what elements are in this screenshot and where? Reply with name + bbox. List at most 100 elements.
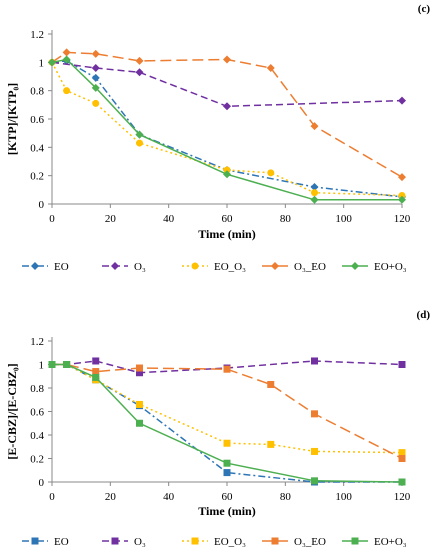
legend-marker xyxy=(351,537,359,545)
data-point xyxy=(311,357,318,365)
legend-label: EO xyxy=(54,536,69,548)
y-tick-label: 1 xyxy=(39,360,45,372)
data-point xyxy=(136,419,143,427)
series-4 xyxy=(48,361,406,486)
legend-marker xyxy=(271,537,279,545)
data-point xyxy=(267,380,275,388)
legend-label: EO+O₃ xyxy=(374,536,407,548)
data-point xyxy=(267,440,275,448)
data-point xyxy=(48,58,56,67)
x-tick-label: 0 xyxy=(49,491,55,503)
legend-marker xyxy=(271,262,279,270)
legend-marker xyxy=(111,537,119,545)
series-0 xyxy=(48,361,406,486)
data-point xyxy=(135,68,144,77)
legend-marker xyxy=(31,262,39,270)
x-tick-label: 0 xyxy=(49,213,55,225)
y-tick-label: 1.2 xyxy=(30,29,44,41)
data-point xyxy=(91,64,100,72)
legend: EO O₃ EO_O₃ O₃_EO EO+O₃ xyxy=(22,261,407,273)
y-tick-label: 0.8 xyxy=(30,86,44,98)
x-tick-label: 100 xyxy=(335,213,352,225)
series-2 xyxy=(48,58,406,199)
data-point xyxy=(398,361,406,368)
x-tick-label: 60 xyxy=(222,213,234,225)
y-tick-label: 1.2 xyxy=(30,336,44,348)
data-point xyxy=(223,170,231,179)
x-tick-label: 20 xyxy=(105,213,117,225)
data-point xyxy=(311,410,318,418)
x-tick-label: 60 xyxy=(222,491,234,503)
data-point xyxy=(311,447,318,455)
x-tick-label: 120 xyxy=(394,213,411,225)
data-point xyxy=(398,192,406,199)
data-point xyxy=(310,122,319,131)
data-point xyxy=(92,357,100,365)
y-tick-label: 0.8 xyxy=(30,383,44,395)
x-tick-label: 100 xyxy=(335,491,352,503)
series-line xyxy=(51,58,402,201)
data-point xyxy=(223,459,231,467)
x-axis-title: Time (min) xyxy=(198,227,255,241)
series-line xyxy=(52,363,403,460)
data-point xyxy=(398,195,406,204)
series-0 xyxy=(48,56,406,201)
legend-label: O₃_EO xyxy=(294,261,326,273)
y-tick-label: 0.4 xyxy=(30,142,44,154)
panel-label: (c) xyxy=(418,3,431,15)
data-point xyxy=(223,469,231,477)
x-tick-label: 20 xyxy=(105,491,117,503)
data-point xyxy=(398,455,406,462)
y-tick-label: 0.4 xyxy=(30,430,44,442)
y-tick-label: 0.2 xyxy=(30,171,44,183)
legend-label: EO+O₃ xyxy=(374,261,407,273)
data-point xyxy=(135,56,144,65)
series-2 xyxy=(48,361,406,457)
data-point xyxy=(92,99,100,107)
data-point xyxy=(91,83,100,92)
series-3 xyxy=(48,361,406,462)
legend-marker xyxy=(191,537,199,545)
x-tick-label: 80 xyxy=(280,491,292,503)
y-axis-title: [KTP]/[KTP₀] xyxy=(5,83,19,155)
data-point xyxy=(91,73,100,82)
x-tick-label: 40 xyxy=(163,213,175,225)
chart-panel-0: 0 0.2 0.4 0.6 0.8 1 1.2 0 20 40 60 80 100 120 Time (mi… xyxy=(5,3,430,273)
y-tick-label: 0 xyxy=(39,477,45,489)
data-point xyxy=(62,55,71,64)
data-point xyxy=(398,478,406,486)
data-point xyxy=(63,87,71,95)
data-point xyxy=(311,189,318,197)
x-tick-label: 80 xyxy=(280,213,292,225)
series-1 xyxy=(48,58,406,111)
y-tick-label: 0.6 xyxy=(30,114,44,126)
data-point xyxy=(398,449,406,457)
legend-label: EO xyxy=(54,261,69,273)
data-point xyxy=(136,364,143,372)
legend-label: O₃ xyxy=(134,536,146,548)
series-line xyxy=(51,51,403,178)
legend: EO O₃ EO_O₃ O₃_EO EO+O₃ xyxy=(22,536,407,548)
x-axis-title: Time (min) xyxy=(198,504,255,518)
legend-marker xyxy=(191,262,199,270)
data-point xyxy=(223,166,231,174)
data-point xyxy=(223,439,231,447)
chart-panel-1: 0 0.2 0.4 0.6 0.8 1 1.2 0 20 40 60 80 100 120 Time (mi… xyxy=(5,309,430,548)
data-point xyxy=(136,369,143,377)
series-line xyxy=(52,363,403,454)
data-point xyxy=(136,400,143,408)
data-point xyxy=(398,173,406,182)
data-point xyxy=(48,361,56,368)
legend-marker xyxy=(31,537,39,545)
data-point xyxy=(92,373,100,381)
y-tick-label: 0.6 xyxy=(30,407,44,419)
data-point xyxy=(223,55,231,64)
data-point xyxy=(310,183,319,191)
data-point xyxy=(62,48,71,57)
data-point xyxy=(63,361,71,368)
legend-label: EO_O₃ xyxy=(214,536,246,548)
panel-label: (d) xyxy=(417,309,431,321)
y-tick-label: 1 xyxy=(39,57,45,69)
series-line xyxy=(51,61,403,108)
